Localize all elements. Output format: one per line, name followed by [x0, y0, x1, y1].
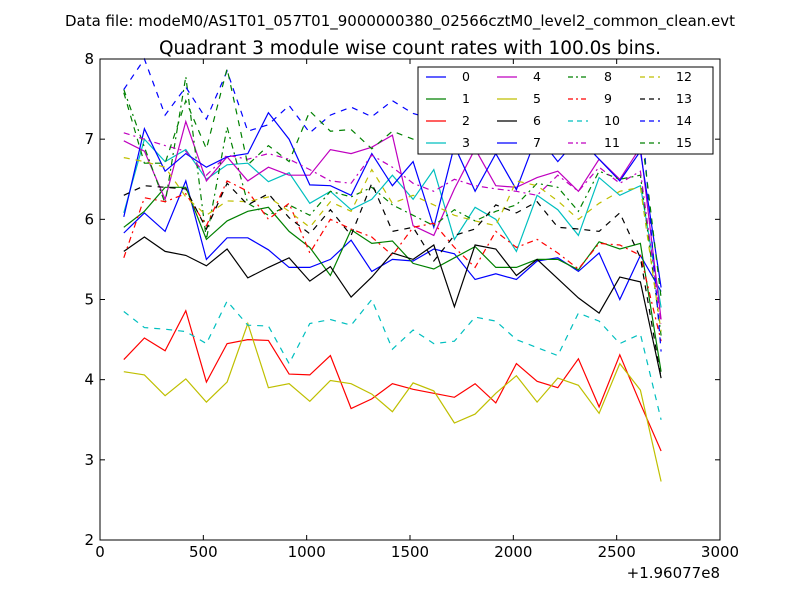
legend-label-5: 5: [533, 91, 541, 106]
legend-frame: [417, 66, 714, 155]
series-line-9: [123, 180, 662, 342]
series-line-6: [123, 236, 662, 379]
legend-label-4: 4: [533, 69, 541, 84]
x-tick-label: 1500: [391, 543, 429, 561]
legend-label-1: 1: [462, 91, 470, 106]
chart-title: Quadrant 3 module wise count rates with …: [159, 38, 661, 59]
y-tick-label: 6: [84, 210, 94, 228]
legend-label-13: 13: [676, 91, 692, 106]
y-tick-label: 8: [84, 50, 94, 68]
legend-label-6: 6: [533, 113, 541, 128]
series-line-10: [123, 298, 662, 420]
chart-suptitle: Data file: modeM0/AS1T01_057T01_90000003…: [65, 12, 735, 31]
x-tick-label: 2500: [598, 543, 636, 561]
legend-label-12: 12: [676, 69, 692, 84]
x-tick-label: 1000: [288, 543, 326, 561]
series-line-11: [123, 132, 662, 324]
series-line-8: [123, 76, 662, 336]
axis-ticks: 0 500 1000 1500 2000 2500 3000 2 3 4 5 6 7 8: [84, 50, 739, 561]
y-tick-label: 3: [84, 451, 94, 469]
series-line-1: [123, 186, 662, 372]
legend-label-7: 7: [533, 135, 541, 150]
x-tick-label: 500: [189, 543, 218, 561]
x-tick-label: 2000: [494, 543, 532, 561]
series-line-12: [123, 157, 662, 332]
legend-label-0: 0: [462, 69, 470, 84]
series-line-2: [123, 309, 662, 452]
x-tick-label: 0: [95, 543, 105, 561]
y-tick-label: 2: [84, 531, 94, 549]
series-line-4: [123, 119, 662, 320]
legend-label-8: 8: [604, 69, 612, 84]
legend-label-2: 2: [462, 113, 470, 128]
series-line-0: [123, 179, 662, 301]
legend-label-14: 14: [676, 113, 692, 128]
series-line-3: [123, 138, 662, 308]
legend-label-3: 3: [462, 135, 470, 150]
y-tick-label: 5: [84, 291, 94, 309]
legend-label-11: 11: [604, 135, 620, 150]
x-tick-label: 3000: [701, 543, 739, 561]
series-line-5: [123, 321, 662, 482]
y-tick-label: 4: [84, 371, 94, 389]
x-offset-label: +1.96077e8: [627, 564, 720, 582]
legend-label-10: 10: [604, 113, 620, 128]
legend-label-15: 15: [676, 135, 692, 150]
legend-label-9: 9: [604, 91, 612, 106]
y-tick-label: 7: [84, 130, 94, 148]
